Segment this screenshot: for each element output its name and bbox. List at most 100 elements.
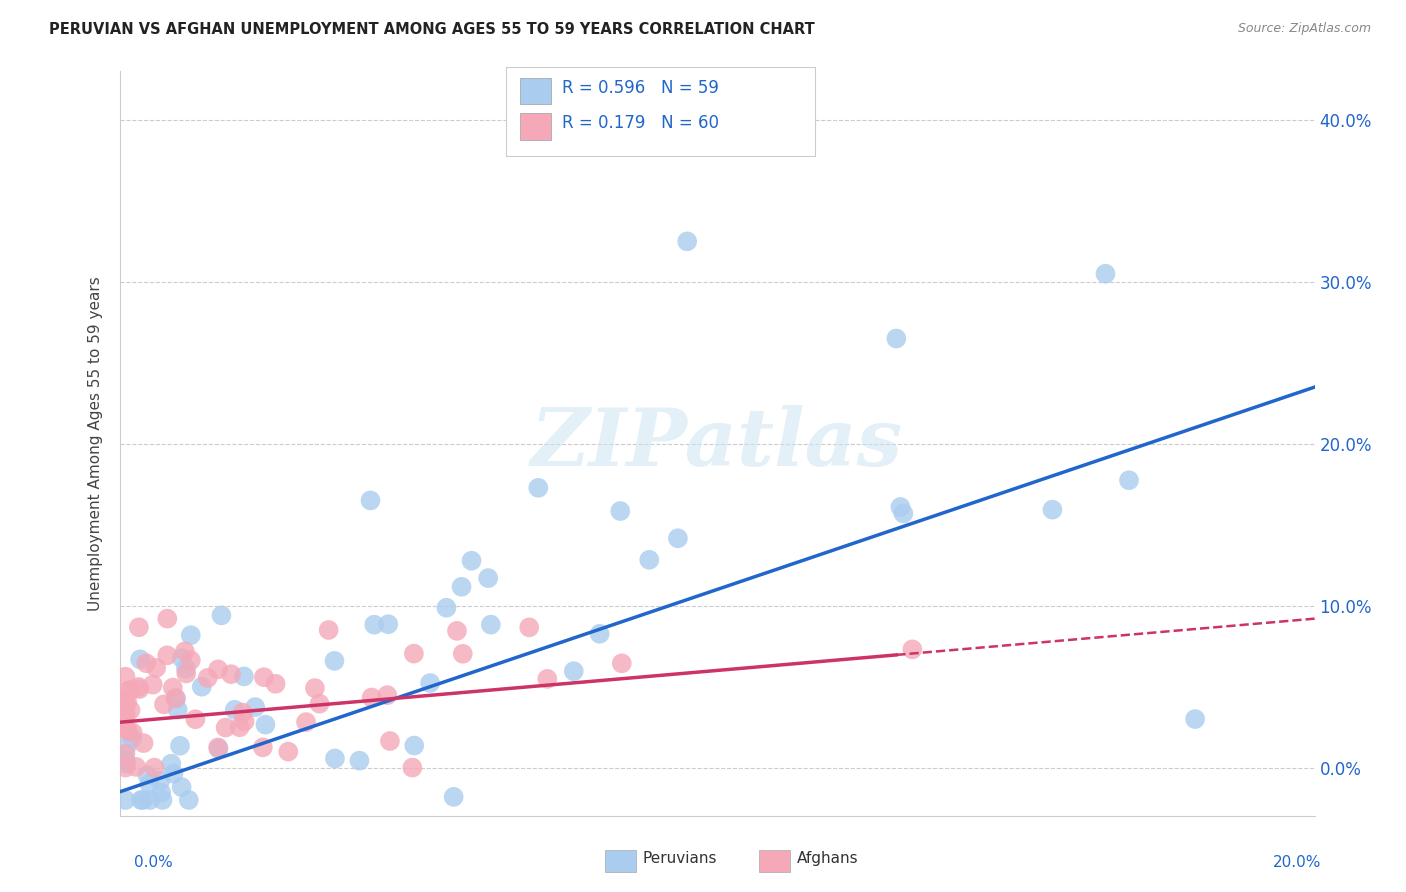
Text: R = 0.179   N = 60: R = 0.179 N = 60 — [562, 114, 720, 132]
Point — [170, 780, 193, 794]
Point — [295, 715, 318, 730]
Point — [443, 789, 465, 804]
Point — [145, 661, 167, 675]
Point — [180, 628, 202, 642]
Point — [886, 332, 908, 346]
Point — [156, 648, 179, 663]
Point — [174, 662, 197, 676]
Point — [207, 742, 229, 756]
Point — [245, 700, 267, 714]
Point — [1184, 712, 1206, 726]
Point — [349, 754, 371, 768]
Point — [150, 786, 173, 800]
Point — [209, 608, 232, 623]
Point — [254, 717, 277, 731]
Point — [891, 507, 914, 521]
Point — [252, 740, 274, 755]
Point — [378, 734, 401, 748]
Point — [451, 647, 474, 661]
Point — [609, 504, 631, 518]
Point — [114, 721, 136, 735]
Point — [401, 761, 423, 775]
Text: 20.0%: 20.0% — [1274, 855, 1322, 870]
Text: Source: ZipAtlas.com: Source: ZipAtlas.com — [1237, 22, 1371, 36]
Point — [165, 691, 187, 706]
Point — [120, 683, 142, 698]
Point — [460, 554, 482, 568]
Point — [666, 531, 689, 545]
Point — [138, 777, 160, 791]
Point — [184, 712, 207, 726]
Point — [479, 617, 502, 632]
Point — [129, 652, 152, 666]
Point — [139, 793, 162, 807]
Y-axis label: Unemployment Among Ages 55 to 59 years: Unemployment Among Ages 55 to 59 years — [87, 277, 103, 611]
Point — [477, 571, 499, 585]
Point — [610, 657, 633, 671]
Point — [114, 720, 136, 734]
Point — [114, 692, 136, 706]
Point — [180, 653, 202, 667]
Point — [118, 683, 141, 698]
Point — [170, 651, 193, 665]
Text: Afghans: Afghans — [797, 851, 859, 865]
Point — [128, 620, 150, 634]
Point — [517, 620, 540, 634]
Point — [562, 664, 585, 678]
Point — [114, 670, 136, 684]
Point — [224, 703, 246, 717]
Point — [135, 657, 157, 671]
Point — [114, 761, 136, 775]
Point — [162, 766, 184, 780]
Point — [436, 600, 458, 615]
Point — [120, 703, 142, 717]
Point — [901, 642, 924, 657]
Point — [536, 672, 558, 686]
Point — [419, 676, 441, 690]
Point — [191, 680, 214, 694]
Point — [121, 731, 143, 746]
Point — [132, 736, 155, 750]
Point — [207, 740, 229, 755]
Point — [152, 793, 174, 807]
Point — [114, 710, 136, 724]
Point — [360, 493, 382, 508]
Text: PERUVIAN VS AFGHAN UNEMPLOYMENT AMONG AGES 55 TO 59 YEARS CORRELATION CHART: PERUVIAN VS AFGHAN UNEMPLOYMENT AMONG AG… — [49, 22, 815, 37]
Point — [115, 756, 138, 771]
Point — [638, 553, 661, 567]
Text: ZIPatlas: ZIPatlas — [531, 405, 903, 483]
Point — [232, 706, 254, 720]
Point — [197, 671, 219, 685]
Point — [219, 667, 242, 681]
Text: 0.0%: 0.0% — [134, 855, 173, 870]
Point — [308, 697, 330, 711]
Point — [404, 739, 426, 753]
Point — [232, 669, 254, 683]
Point — [588, 627, 610, 641]
Point — [166, 702, 188, 716]
Point — [377, 617, 399, 632]
Point — [1118, 473, 1140, 487]
Point — [174, 666, 197, 681]
Point — [129, 793, 152, 807]
Point — [114, 706, 136, 721]
Point — [153, 698, 176, 712]
Point — [173, 644, 195, 658]
Point — [889, 500, 911, 514]
Point — [233, 714, 256, 729]
Point — [323, 751, 346, 765]
Point — [264, 677, 287, 691]
Point — [162, 681, 184, 695]
Point — [1042, 502, 1064, 516]
Point — [228, 720, 250, 734]
Point — [304, 681, 326, 695]
Point — [375, 688, 398, 702]
Point — [207, 662, 229, 676]
Point — [676, 235, 699, 249]
Point — [277, 745, 299, 759]
Point — [169, 739, 191, 753]
Point — [360, 690, 382, 705]
Point — [115, 695, 138, 709]
Point — [128, 682, 150, 697]
Point — [165, 690, 187, 705]
